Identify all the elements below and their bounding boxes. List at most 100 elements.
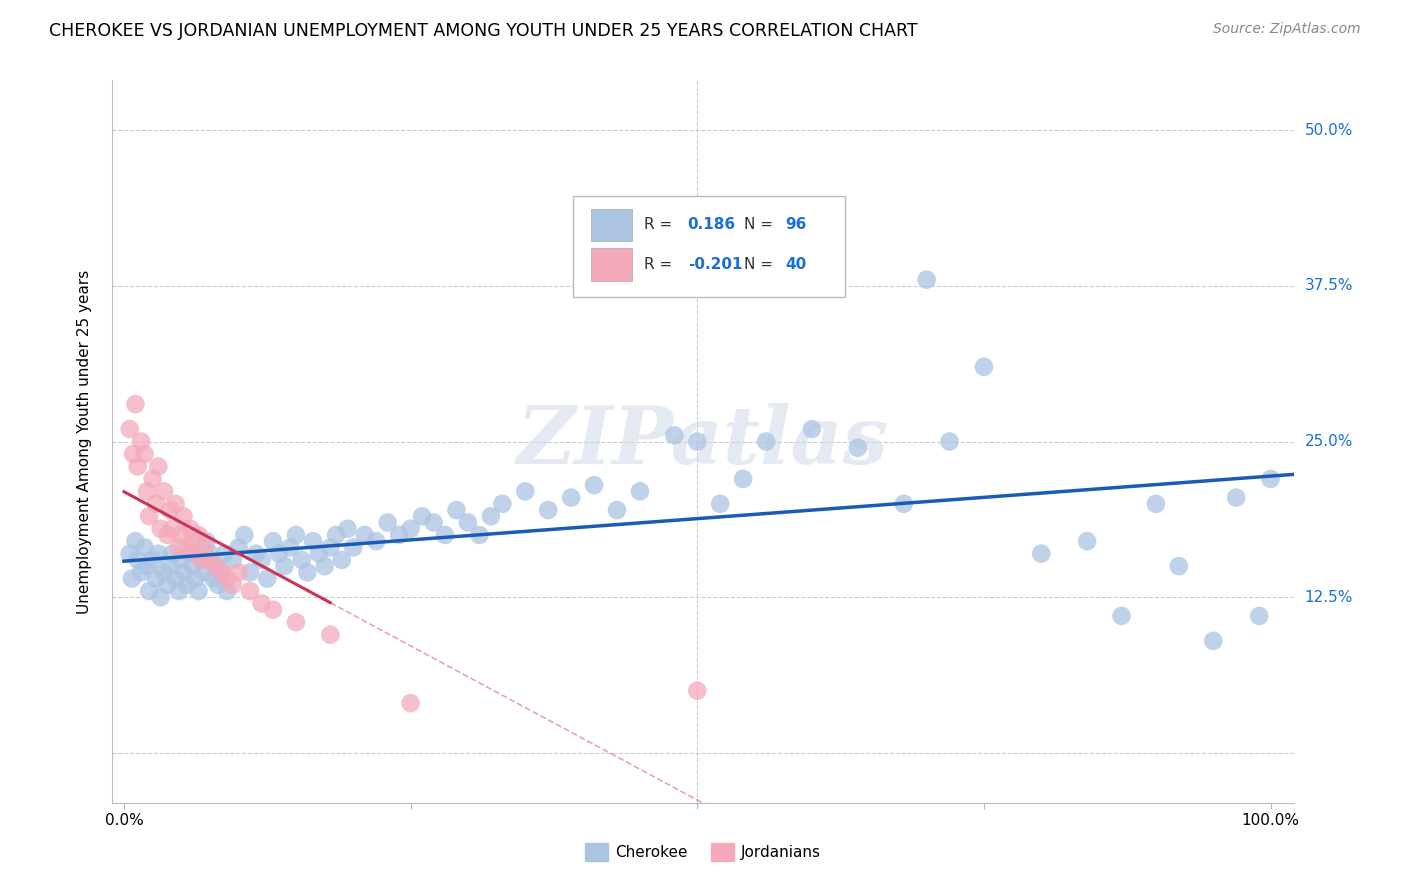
Point — [228, 541, 250, 555]
Legend: Cherokee, Jordanians: Cherokee, Jordanians — [579, 837, 827, 867]
Point — [267, 547, 290, 561]
Point — [278, 541, 301, 555]
Point — [314, 559, 336, 574]
Point — [686, 434, 709, 449]
FancyBboxPatch shape — [591, 209, 633, 241]
Point — [262, 534, 284, 549]
Point — [262, 603, 284, 617]
Point — [134, 447, 156, 461]
Point — [434, 528, 457, 542]
Point — [127, 553, 149, 567]
Point — [239, 584, 262, 599]
Point — [583, 478, 606, 492]
Point — [124, 534, 146, 549]
Point — [233, 528, 256, 542]
Point — [198, 547, 221, 561]
FancyBboxPatch shape — [574, 196, 845, 297]
Point — [1144, 497, 1167, 511]
Text: R =: R = — [644, 257, 678, 272]
Point — [167, 584, 190, 599]
Point — [330, 553, 353, 567]
Point — [142, 472, 165, 486]
Point — [170, 528, 193, 542]
Point — [1260, 472, 1282, 486]
Point — [173, 566, 195, 580]
Point — [181, 534, 204, 549]
Point — [479, 509, 502, 524]
Point — [628, 484, 651, 499]
Point — [135, 559, 157, 574]
Text: 96: 96 — [786, 218, 807, 232]
Point — [319, 627, 342, 641]
Point — [167, 541, 190, 555]
Point — [250, 553, 273, 567]
Point — [733, 472, 755, 486]
Point — [388, 528, 411, 542]
Point — [1167, 559, 1189, 574]
Point — [145, 572, 167, 586]
Point — [291, 553, 314, 567]
Point — [129, 434, 152, 449]
Point — [446, 503, 468, 517]
Point — [302, 534, 325, 549]
Point — [209, 566, 232, 580]
Point — [214, 547, 236, 561]
Point — [207, 578, 229, 592]
Text: -0.201: -0.201 — [688, 257, 742, 272]
Point — [560, 491, 582, 505]
Point — [222, 578, 245, 592]
Point — [165, 572, 187, 586]
Point — [184, 572, 207, 586]
Point — [468, 528, 491, 542]
Point — [159, 503, 181, 517]
Point — [491, 497, 513, 511]
Point — [160, 547, 183, 561]
Point — [457, 516, 479, 530]
Point — [273, 559, 295, 574]
Point — [973, 359, 995, 374]
Point — [245, 547, 267, 561]
Point — [1249, 609, 1271, 624]
Point — [1202, 633, 1225, 648]
Point — [755, 434, 778, 449]
Text: 40: 40 — [786, 257, 807, 272]
Point — [399, 522, 422, 536]
Point — [217, 584, 239, 599]
Point — [184, 547, 207, 561]
Point — [284, 528, 307, 542]
Point — [156, 578, 179, 592]
Point — [938, 434, 960, 449]
Point — [256, 572, 278, 586]
Point — [686, 683, 709, 698]
Point — [191, 553, 214, 567]
Point — [537, 503, 560, 517]
Point — [239, 566, 262, 580]
Text: 0.186: 0.186 — [688, 218, 735, 232]
Point — [187, 528, 209, 542]
Y-axis label: Unemployment Among Youth under 25 years: Unemployment Among Youth under 25 years — [77, 269, 91, 614]
Point — [202, 572, 225, 586]
Point — [217, 572, 239, 586]
Point — [153, 566, 176, 580]
Text: N =: N = — [744, 257, 778, 272]
Text: 37.5%: 37.5% — [1305, 278, 1353, 293]
Point — [149, 522, 172, 536]
Point — [121, 572, 143, 586]
Point — [319, 541, 342, 555]
Point — [1076, 534, 1098, 549]
Point — [1111, 609, 1133, 624]
Point — [893, 497, 915, 511]
Point — [145, 497, 167, 511]
Point — [606, 503, 628, 517]
Point — [399, 696, 422, 710]
Point — [377, 516, 399, 530]
Point — [915, 272, 938, 286]
Point — [118, 547, 141, 561]
Point — [153, 484, 176, 499]
Point — [165, 497, 187, 511]
Point — [1225, 491, 1247, 505]
Point — [179, 547, 201, 561]
Text: 50.0%: 50.0% — [1305, 122, 1353, 137]
Point — [411, 509, 433, 524]
Point — [1031, 547, 1053, 561]
